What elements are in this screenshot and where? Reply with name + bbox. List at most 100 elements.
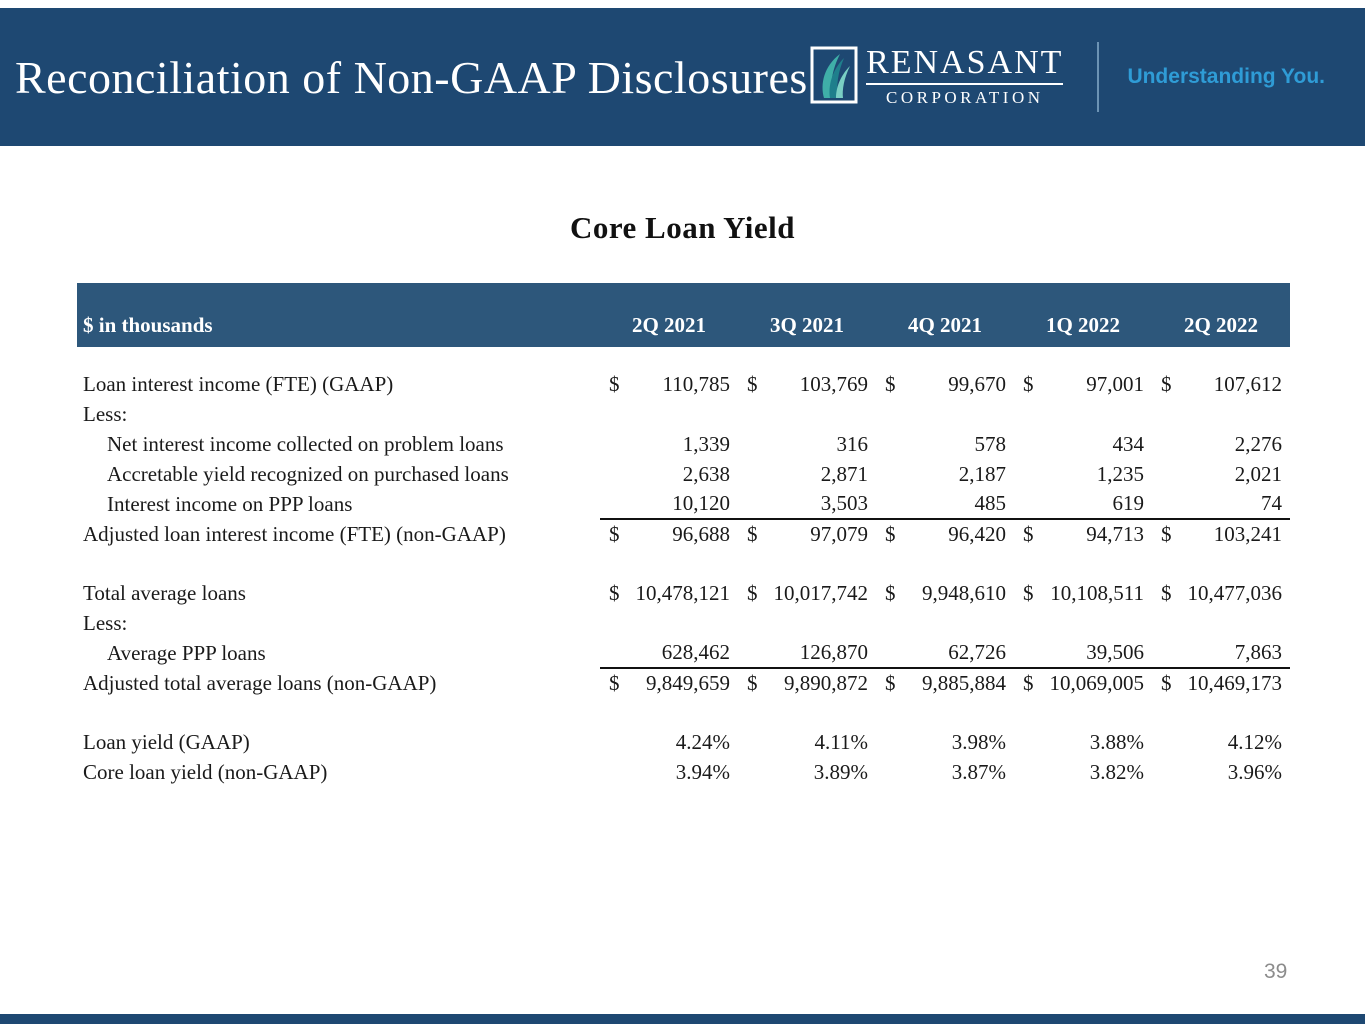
cell: $99,670 xyxy=(876,369,1014,399)
dollar-sign: $ xyxy=(1023,371,1034,396)
cell: 3.98% xyxy=(876,727,1014,757)
cell: 39,506 xyxy=(1014,638,1152,669)
row-label: Loan yield (GAAP) xyxy=(83,729,250,754)
cell: 126,870 xyxy=(738,638,876,669)
cell xyxy=(876,399,1014,429)
logo-subtext: CORPORATION xyxy=(886,88,1044,107)
cell-value: 578 xyxy=(974,431,1007,456)
cell-value: 3,503 xyxy=(820,491,868,515)
cell xyxy=(738,608,876,638)
dollar-sign: $ xyxy=(1161,522,1172,546)
dollar-sign: $ xyxy=(609,671,620,695)
cell-value: 103,769 xyxy=(799,371,868,396)
cell-value: 2,638 xyxy=(682,461,730,486)
cell-value: 2,276 xyxy=(1234,431,1282,456)
cell: $110,785 xyxy=(600,369,738,399)
slide-header: Reconciliation of Non-GAAP Disclosures R… xyxy=(0,8,1365,146)
table-row: Core loan yield (non-GAAP) 3.94% 3.89% 3.87… xyxy=(77,757,1290,787)
table-row: Adjusted loan interest income (FTE) (non… xyxy=(77,519,1290,549)
reconciliation-table: $ in thousands 2Q 2021 3Q 2021 4Q 2021 1Q 2… xyxy=(77,283,1290,787)
cell: $96,688 xyxy=(600,519,738,549)
cell: 316 xyxy=(738,429,876,459)
cell: $107,612 xyxy=(1152,369,1290,399)
logo-wordmark: RENASANT CORPORATION xyxy=(866,46,1064,108)
cell-value: 2,021 xyxy=(1234,461,1282,486)
cell xyxy=(1014,608,1152,638)
cell-value: 4.11% xyxy=(814,729,868,754)
cell: $103,769 xyxy=(738,369,876,399)
cell: 4.11% xyxy=(738,727,876,757)
cell: $10,469,173 xyxy=(1152,668,1290,698)
cell-value: 9,849,659 xyxy=(646,671,730,695)
table-row: Accretable yield recognized on purchased… xyxy=(77,459,1290,489)
cell xyxy=(738,399,876,429)
row-label: Accretable yield recognized on purchased… xyxy=(107,461,509,486)
cell-value: 316 xyxy=(836,431,869,456)
dollar-sign: $ xyxy=(1023,580,1034,605)
renasant-logo: RENASANT CORPORATION Understanding You. xyxy=(810,8,1325,146)
cell: $9,885,884 xyxy=(876,668,1014,698)
dollar-sign: $ xyxy=(747,371,758,396)
cell: $10,069,005 xyxy=(1014,668,1152,698)
cell-value: 2,871 xyxy=(820,461,868,486)
cell: 2,021 xyxy=(1152,459,1290,489)
cell-value: 10,478,121 xyxy=(635,580,731,605)
cell: $9,948,610 xyxy=(876,578,1014,608)
row-label: Interest income on PPP loans xyxy=(107,491,353,516)
cell: $94,713 xyxy=(1014,519,1152,549)
cell xyxy=(600,399,738,429)
cell-value: 3.88% xyxy=(1089,729,1144,754)
dollar-sign: $ xyxy=(885,580,896,605)
logo-divider xyxy=(1097,42,1100,112)
cell: 578 xyxy=(876,429,1014,459)
cell-value: 10,120 xyxy=(672,491,730,515)
dollar-sign: $ xyxy=(747,580,758,605)
cell-value: 7,863 xyxy=(1234,640,1282,664)
dollar-sign: $ xyxy=(885,522,896,546)
cell-value: 94,713 xyxy=(1086,522,1144,546)
page-number: 39 xyxy=(1264,960,1288,983)
row-label: Core loan yield (non-GAAP) xyxy=(83,759,328,784)
dollar-sign: $ xyxy=(885,671,896,695)
cell: $97,001 xyxy=(1014,369,1152,399)
cell: 1,339 xyxy=(600,429,738,459)
cell-value: 10,469,173 xyxy=(1187,671,1283,695)
cell-value: 126,870 xyxy=(799,640,868,664)
cell: 4.24% xyxy=(600,727,738,757)
cell-value: 628,462 xyxy=(661,640,730,664)
column-header: 2Q 2021 xyxy=(631,313,707,337)
cell: 3.96% xyxy=(1152,757,1290,787)
cell-value: 2,187 xyxy=(958,461,1006,486)
dollar-sign: $ xyxy=(1161,580,1172,605)
leaf-icon xyxy=(810,46,858,104)
cell xyxy=(1152,399,1290,429)
cell-value: 99,670 xyxy=(948,371,1006,396)
cell: 4.12% xyxy=(1152,727,1290,757)
cell: 3.88% xyxy=(1014,727,1152,757)
cell-value: 96,420 xyxy=(948,522,1006,546)
row-label: Loan interest income (FTE) (GAAP) xyxy=(83,371,394,396)
dollar-sign: $ xyxy=(609,522,620,546)
dollar-sign: $ xyxy=(1161,671,1172,695)
logo-block: RENASANT CORPORATION xyxy=(810,46,1064,108)
cell: 619 xyxy=(1014,489,1152,520)
cell: 2,276 xyxy=(1152,429,1290,459)
logo-tagline: Understanding You. xyxy=(1127,65,1325,88)
cell xyxy=(876,608,1014,638)
cell: 3.82% xyxy=(1014,757,1152,787)
cell-value: 3.87% xyxy=(951,759,1006,784)
spacer-row xyxy=(77,549,1290,578)
spacer-row xyxy=(77,698,1290,727)
row-label: Less: xyxy=(83,610,128,635)
row-label: Less: xyxy=(83,401,128,426)
cell-value: 434 xyxy=(1112,431,1145,456)
slide-title: Reconciliation of Non-GAAP Disclosures xyxy=(15,51,808,103)
cell: 74 xyxy=(1152,489,1290,520)
cell: 2,871 xyxy=(738,459,876,489)
cell-value: 619 xyxy=(1112,491,1145,515)
cell-value: 3.94% xyxy=(675,759,730,784)
table-row: Loan interest income (FTE) (GAAP) $110,78… xyxy=(77,369,1290,399)
cell-value: 4.24% xyxy=(675,729,730,754)
cell-value: 107,612 xyxy=(1213,371,1282,396)
cell: 10,120 xyxy=(600,489,738,520)
